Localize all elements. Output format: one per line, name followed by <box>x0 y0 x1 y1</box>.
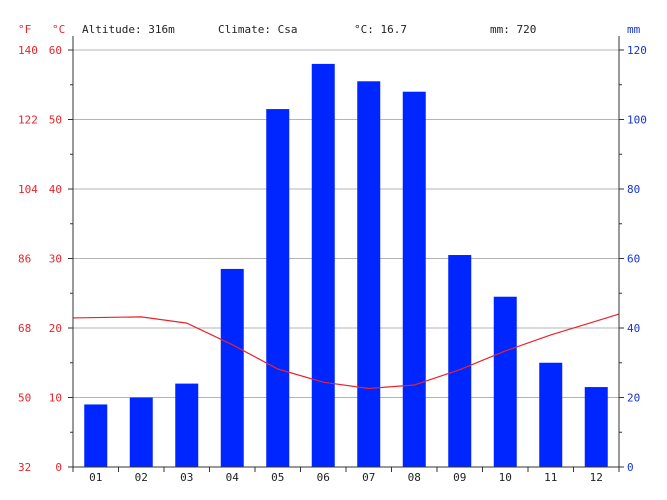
fahrenheit-tick-label: 68 <box>18 322 31 335</box>
precipitation-bar <box>129 397 153 467</box>
altitude-label: Altitude: 316m <box>82 23 175 36</box>
millimeter-tick-label: 20 <box>627 392 640 405</box>
month-tick-label: 08 <box>408 471 421 484</box>
precipitation-bar <box>311 63 335 468</box>
precipitation-bar <box>539 362 563 467</box>
mean-temperature-label: °C: 16.7 <box>354 23 407 36</box>
grid-lines <box>73 49 619 398</box>
month-tick-label: 11 <box>544 471 557 484</box>
celsius-tick-label: 30 <box>49 253 62 266</box>
precipitation-bar <box>175 383 199 467</box>
millimeter-tick-label: 80 <box>627 183 640 196</box>
millimeter-tick-label: 0 <box>627 461 634 474</box>
millimeter-unit-label: mm <box>627 23 641 36</box>
precipitation-bar <box>584 387 608 467</box>
fahrenheit-tick-label: 140 <box>18 44 38 57</box>
axes <box>68 36 624 472</box>
month-tick-label: 12 <box>590 471 603 484</box>
celsius-tick-label: 0 <box>55 461 62 474</box>
millimeter-tick-label: 120 <box>627 44 647 57</box>
fahrenheit-tick-label: 32 <box>18 461 31 474</box>
climate-label: Climate: Csa <box>218 23 297 36</box>
temperature-line <box>72 313 620 390</box>
precipitation-bar <box>266 109 290 467</box>
month-tick-label: 04 <box>226 471 240 484</box>
fahrenheit-tick-label: 122 <box>18 114 38 127</box>
month-tick-label: 01 <box>89 471 102 484</box>
precipitation-bars <box>84 63 608 468</box>
month-tick-label: 05 <box>271 471 284 484</box>
month-tick-label: 06 <box>317 471 330 484</box>
celsius-tick-label: 40 <box>49 183 62 196</box>
month-tick-label: 03 <box>180 471 193 484</box>
fahrenheit-tick-label: 50 <box>18 392 31 405</box>
precipitation-bar <box>357 81 381 468</box>
millimeter-tick-label: 40 <box>627 322 640 335</box>
month-tick-label: 02 <box>135 471 148 484</box>
precipitation-bar <box>448 255 472 467</box>
millimeter-tick-label: 60 <box>627 253 640 266</box>
precipitation-bar <box>493 296 517 467</box>
precipitation-bar <box>84 404 108 467</box>
celsius-tick-label: 60 <box>49 44 62 57</box>
tick-labels: 0102030405060325068861041221400204060801… <box>18 44 647 484</box>
celsius-unit-label: °C <box>52 23 65 36</box>
fahrenheit-tick-label: 104 <box>18 183 38 196</box>
month-tick-label: 09 <box>453 471 466 484</box>
precipitation-bar <box>402 91 426 467</box>
celsius-tick-label: 20 <box>49 322 62 335</box>
fahrenheit-tick-label: 86 <box>18 253 31 266</box>
millimeter-tick-label: 100 <box>627 114 647 127</box>
fahrenheit-unit-label: °F <box>18 23 31 36</box>
precipitation-bar <box>220 268 244 467</box>
annual-precipitation-label: mm: 720 <box>490 23 536 36</box>
celsius-tick-label: 10 <box>49 392 62 405</box>
celsius-tick-label: 50 <box>49 114 62 127</box>
temperature-line-layer <box>72 313 620 390</box>
month-tick-label: 07 <box>362 471 375 484</box>
month-tick-label: 10 <box>499 471 512 484</box>
